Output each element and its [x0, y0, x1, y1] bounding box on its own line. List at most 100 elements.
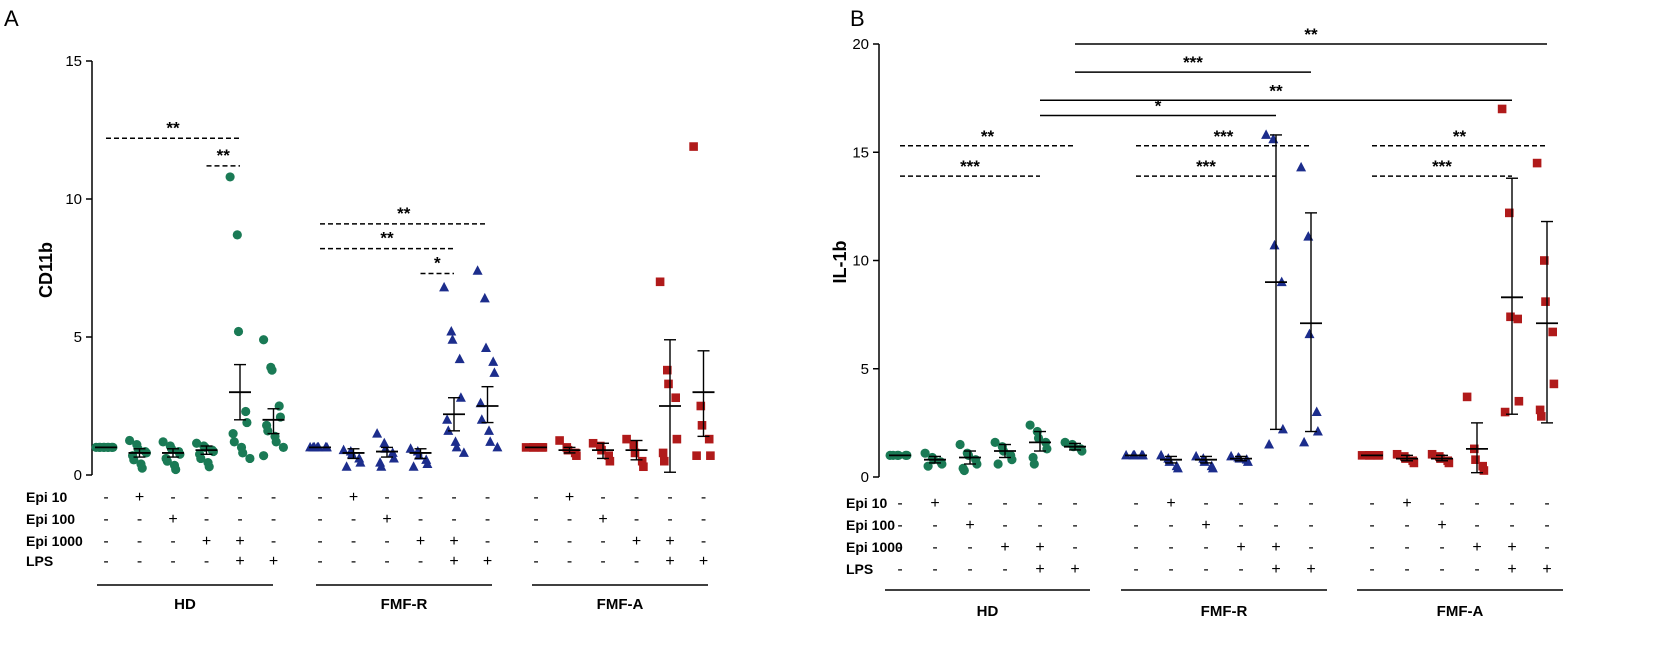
panel-a-data-point	[454, 353, 465, 364]
panel-a-significance-label: **	[166, 118, 180, 137]
panel-b-condition-sign: +	[1236, 539, 1245, 556]
panel-b-data-point	[1409, 458, 1419, 468]
panel-b-condition-sign: +	[1437, 517, 1446, 534]
panel-b-condition-sign: -	[1133, 539, 1138, 556]
panel-b-condition-sign: -	[1544, 517, 1549, 534]
panel-a-data-point	[278, 442, 288, 452]
panel-b-condition-sign: -	[1474, 561, 1479, 578]
panel-b-data-point	[1077, 446, 1087, 456]
panel-a-condition-sign: -	[237, 511, 242, 528]
panel-b-condition-sign: +	[1402, 495, 1411, 512]
panel-b-condition-sign: -	[967, 495, 972, 512]
panel-a-condition-sign: -	[317, 533, 322, 550]
panel-b-data-point	[1242, 456, 1253, 466]
panel-a-data-point	[439, 281, 450, 292]
panel-b-data-point	[1277, 423, 1288, 434]
panel-b-data-point	[1532, 158, 1542, 168]
panel-a-data-point	[422, 458, 433, 468]
panel-a-data-point	[555, 436, 564, 445]
panel-a-condition-sign: -	[634, 489, 639, 506]
panel-a-data-point	[446, 325, 457, 336]
panel-a-significance-label: *	[434, 254, 441, 273]
panel-a-data-point	[692, 451, 701, 460]
panel-a-condition-sign: -	[204, 489, 209, 506]
panel-b-condition-sign: +	[1000, 539, 1009, 556]
panel-a-data-point	[245, 453, 255, 464]
panel-b-condition-sign: -	[1238, 495, 1243, 512]
panel-b-ytick-label: 20	[852, 36, 869, 53]
panel-a-data-point	[450, 436, 461, 446]
panel-a-condition-sign: -	[567, 511, 572, 528]
panel-b-significance-label: ***	[1183, 53, 1203, 72]
panel-a-condition-sign: +	[449, 553, 458, 570]
panel-b-condition-sign: +	[1472, 539, 1481, 556]
panel-b-significance-label: **	[1304, 25, 1318, 44]
panel-b-condition-sign: +	[965, 517, 974, 534]
panel-a-condition-sign: -	[600, 489, 605, 506]
panel-a-condition-sign: -	[451, 489, 456, 506]
panel-b-condition-sign: -	[1072, 517, 1077, 534]
panel-b-condition-sign: -	[1072, 539, 1077, 556]
panel-a-condition-sign: +	[168, 511, 177, 528]
panel-a-data-point	[475, 397, 486, 408]
panel-a-data-point	[696, 401, 706, 411]
panel-a-ytick-label: 0	[74, 467, 82, 484]
panel-a-data-point	[588, 438, 598, 448]
panel-b-data-point	[1549, 379, 1559, 389]
panel-a-data-point	[572, 451, 581, 460]
panel-b-data-point	[1029, 459, 1039, 469]
panel-a-condition-sign: +	[416, 533, 425, 550]
panel-a-condition-sign: -	[351, 511, 356, 528]
panel-a-condition-sign: +	[202, 533, 211, 550]
panel-b-data-point	[1311, 406, 1322, 417]
panel-b-significance-label: ***	[1214, 127, 1234, 146]
panel-a-data-point	[605, 456, 615, 466]
panel-b-condition-sign: +	[1507, 561, 1516, 578]
panel-a-data-point	[228, 429, 238, 439]
panel-b-condition-sign: -	[1002, 561, 1007, 578]
panel-b-condition-sign: -	[1509, 495, 1514, 512]
panel-a-data-point	[488, 356, 499, 366]
panel-b-ytick-label: 10	[852, 253, 869, 270]
panel-b-condition-sign: -	[897, 539, 902, 556]
panel-letter-a: A	[4, 6, 19, 31]
panel-b-condition-sign: +	[1271, 539, 1280, 556]
panel-b-data-point	[920, 448, 930, 458]
panel-a-data-point	[479, 292, 490, 303]
panel-a-data-point	[341, 461, 352, 471]
panel-b-data-point	[923, 461, 933, 471]
panel-a-condition-sign: -	[533, 511, 538, 528]
panel-b-condition-sign: -	[1168, 539, 1173, 556]
panel-b-data-point	[1304, 328, 1315, 339]
panel-a-row-label: Epi 100	[26, 511, 75, 527]
panel-a-data-point	[451, 441, 462, 452]
panel-a-data-point	[489, 367, 500, 377]
panel-b-condition-sign: -	[1369, 517, 1374, 534]
panel-a-data-point	[267, 365, 277, 375]
panel-b-data-point	[1478, 461, 1487, 471]
panel-b-condition-sign: -	[1203, 539, 1208, 556]
panel-a-data-point	[689, 142, 698, 151]
panel-b-data-point	[1479, 466, 1489, 475]
panel-b-data-point	[1541, 297, 1550, 306]
panel-a-data-point	[204, 462, 214, 472]
panel-b-group-label: HD	[977, 603, 999, 620]
panel-a-data-point	[238, 448, 248, 458]
panel-a-data-point	[414, 450, 424, 460]
panel-a-data-point	[630, 448, 640, 458]
panel-b-condition-sign: -	[1133, 517, 1138, 534]
panel-b-condition-sign: -	[1474, 517, 1479, 534]
panel-a-data-point	[660, 456, 669, 466]
panel-b-data-point	[1471, 455, 1480, 464]
panel-b-condition-sign: -	[1369, 539, 1374, 556]
panel-b-condition-sign: -	[1308, 495, 1313, 512]
panel-b-data-point	[1261, 129, 1272, 139]
panel-a-data-point	[125, 435, 135, 446]
panel-b-data-point	[1513, 314, 1522, 324]
panel-b-condition-sign: -	[1308, 539, 1313, 556]
panel-b-condition-sign: -	[932, 561, 937, 578]
panel-a-data-point	[629, 440, 639, 449]
panel-b-condition-sign: -	[1439, 561, 1444, 578]
panel-a-condition-sign: +	[699, 553, 708, 570]
panel-b-condition-sign: -	[1474, 495, 1479, 512]
